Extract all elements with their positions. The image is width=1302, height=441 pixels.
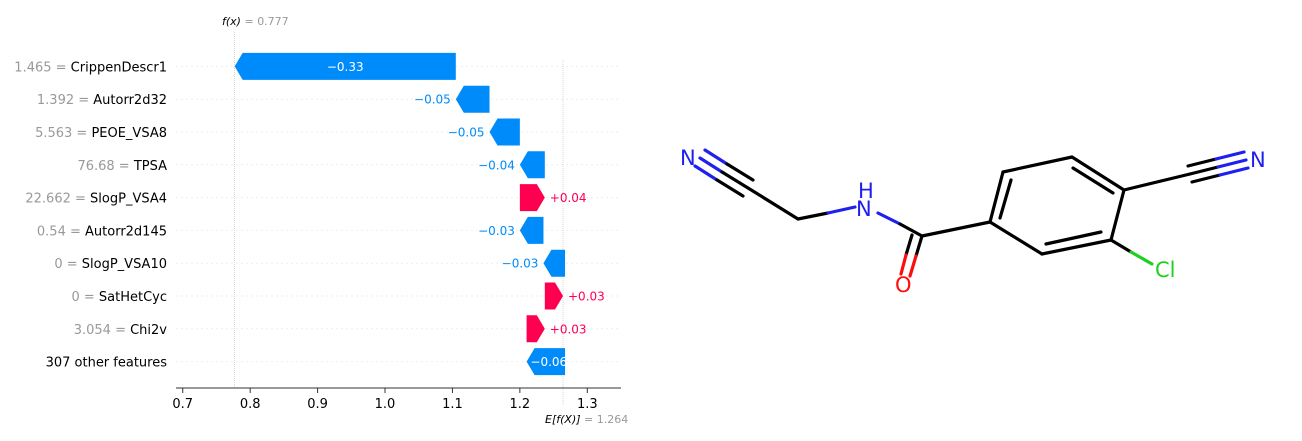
negative-bar: [543, 249, 566, 277]
feature-labels: 1.465 = CrippenDescr1 1.392 = Autorr2d32 5…: [14, 60, 167, 370]
positive-bar: [526, 315, 545, 343]
feature-value: 5.563 =: [35, 126, 91, 141]
feature-value: 0.54 =: [37, 224, 85, 239]
feature-label: 5.563 = PEOE_VSA8: [35, 126, 167, 141]
bar-value-label: −0.04: [478, 158, 515, 172]
feature-value: 0 =: [71, 290, 98, 305]
bars: −0.33 −0.05 −0.05 −0.04 +0.04 −0.03 −0.03 +0.03…: [234, 52, 605, 376]
feature-name: CrippenDescr1: [71, 60, 167, 75]
bar-value-label: −0.05: [414, 93, 451, 107]
fx-equals: =: [241, 15, 257, 28]
fx-value: 0.777: [257, 15, 289, 28]
ex-annotation: E[f(X)] = 1.264: [545, 413, 628, 426]
shap-waterfall-chart: −0.33 −0.05 −0.05 −0.04 +0.04 −0.03 −0.03 +0.03…: [14, 15, 628, 426]
x-tick-label: 0.9: [307, 397, 328, 412]
x-tick-label: 0.8: [240, 397, 261, 412]
atom-oxygen: O: [895, 273, 912, 297]
ex-label: E[f(X)]: [545, 413, 581, 426]
feature-name: Autorr2d32: [93, 93, 167, 108]
bar-value-label: −0.05: [448, 126, 485, 140]
negative-bar: [519, 151, 545, 179]
atom-nitrogen-right: N: [1250, 148, 1266, 172]
bar-value-label: −0.03: [478, 224, 515, 238]
feature-name: SlogP_VSA10: [82, 257, 167, 272]
bond-c-ch2: [746, 186, 800, 221]
negative-bar: [489, 118, 520, 146]
feature-value: 3.054 =: [74, 323, 130, 338]
feature-value: 0 =: [54, 257, 81, 272]
x-tick-label: 1.0: [375, 397, 396, 412]
ex-value: 1.264: [597, 413, 629, 426]
negative-bar: [234, 52, 456, 80]
positive-bar: [519, 184, 545, 212]
row-gridlines: [176, 65, 621, 363]
negative-bar: [526, 348, 566, 376]
atom-nitrogen-left: N: [680, 146, 696, 170]
fx-annotation: f(x) = 0.777: [222, 15, 289, 28]
x-tick-label: 1.1: [442, 397, 463, 412]
feature-name: Chi2v: [130, 323, 167, 338]
feature-name: SlogP_VSA4: [90, 192, 167, 207]
feature-name: TPSA: [133, 159, 167, 174]
feature-label: 0 = SlogP_VSA10: [54, 257, 167, 272]
bar-value-label: +0.03: [568, 290, 605, 304]
molecule-structure: N H N N O Cl: [680, 146, 1266, 297]
feature-label: 76.68 = TPSA: [77, 159, 167, 174]
bar-value-label: −0.06: [530, 355, 567, 369]
ex-equals: =: [581, 413, 597, 426]
bar-value-label: −0.33: [327, 60, 364, 74]
feature-value: 76.68 =: [77, 159, 133, 174]
x-tick-label: 1.2: [510, 397, 531, 412]
feature-name: 307 other features: [46, 356, 168, 371]
atom-nitrogen-amide: N: [856, 197, 872, 221]
bond-ring-nitrile: [1122, 172, 1192, 192]
bond-nh-carbonyl: [876, 211, 924, 238]
feature-label: 0.54 = Autorr2d145: [37, 224, 167, 239]
feature-label: 1.392 = Autorr2d32: [37, 93, 167, 108]
bar-value-label: +0.04: [550, 191, 587, 205]
x-tick-label: 0.7: [172, 397, 193, 412]
bond-carbonyl-double: [899, 233, 924, 278]
feature-value: 1.392 =: [37, 93, 93, 108]
negative-bar: [455, 85, 490, 113]
feature-value: 1.465 =: [14, 60, 70, 75]
feature-label: 3.054 = Chi2v: [74, 323, 168, 338]
atom-hydrogen: H: [858, 179, 874, 203]
feature-name: PEOE_VSA8: [91, 126, 167, 141]
negative-bar: [519, 216, 544, 244]
positive-bar: [544, 282, 564, 310]
nitrile-bond-left: [693, 148, 755, 198]
bond-ring-chlorine: [1109, 238, 1154, 266]
atom-chlorine: Cl: [1155, 258, 1176, 282]
benzene-ring: [988, 155, 1126, 256]
bond-ch2-nh: [796, 205, 857, 221]
feature-value: 22.662 =: [25, 192, 90, 207]
x-tick-label: 1.3: [577, 397, 598, 412]
x-axis: 0.7 0.8 0.9 1.0 1.1 1.2 1.3: [172, 387, 621, 412]
feature-label: 1.465 = CrippenDescr1: [14, 60, 167, 75]
feature-label: 307 other features: [46, 356, 168, 371]
feature-label: 0 = SatHetCyc: [71, 290, 167, 305]
nitrile-bond-right: [1186, 150, 1250, 184]
feature-name: Autorr2d145: [85, 224, 167, 239]
bar-value-label: −0.03: [502, 257, 539, 271]
feature-name: SatHetCyc: [99, 290, 167, 305]
bond-carbonyl-ring: [920, 220, 992, 238]
feature-label: 22.662 = SlogP_VSA4: [25, 192, 167, 207]
fx-label: f(x): [222, 15, 241, 28]
bar-value-label: +0.03: [550, 322, 587, 336]
